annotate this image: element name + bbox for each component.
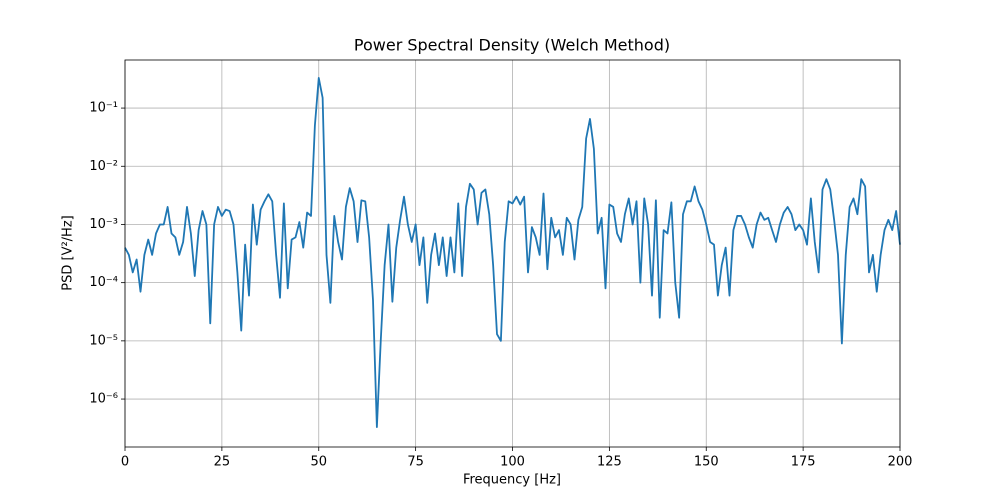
x-tick-label: 125	[597, 455, 622, 470]
x-tick-label: 150	[694, 455, 719, 470]
x-tick-label: 25	[214, 455, 231, 470]
y-axis-label: PSD [V²/Hz]	[61, 215, 76, 290]
x-tick-label: 175	[791, 455, 816, 470]
y-tick-label: 10⁻⁶	[89, 392, 118, 407]
plot-frame	[124, 59, 901, 448]
y-tick-label: 10⁻³	[89, 217, 118, 232]
y-tick-label: 10⁻⁵	[89, 333, 118, 348]
x-tick-label: 75	[407, 455, 424, 470]
x-tick-label: 0	[121, 455, 129, 470]
x-tick-label: 50	[310, 455, 327, 470]
x-tick-label: 100	[500, 455, 525, 470]
chart-title: Power Spectral Density (Welch Method)	[354, 36, 670, 55]
x-tick-label: 200	[888, 455, 913, 470]
psd-line	[124, 77, 901, 428]
y-tick-label: 10⁻⁴	[89, 275, 118, 290]
y-tick-label: 10⁻¹	[89, 101, 118, 116]
x-axis-label: Frequency [Hz]	[463, 473, 561, 488]
y-tick-label: 10⁻²	[89, 159, 118, 174]
